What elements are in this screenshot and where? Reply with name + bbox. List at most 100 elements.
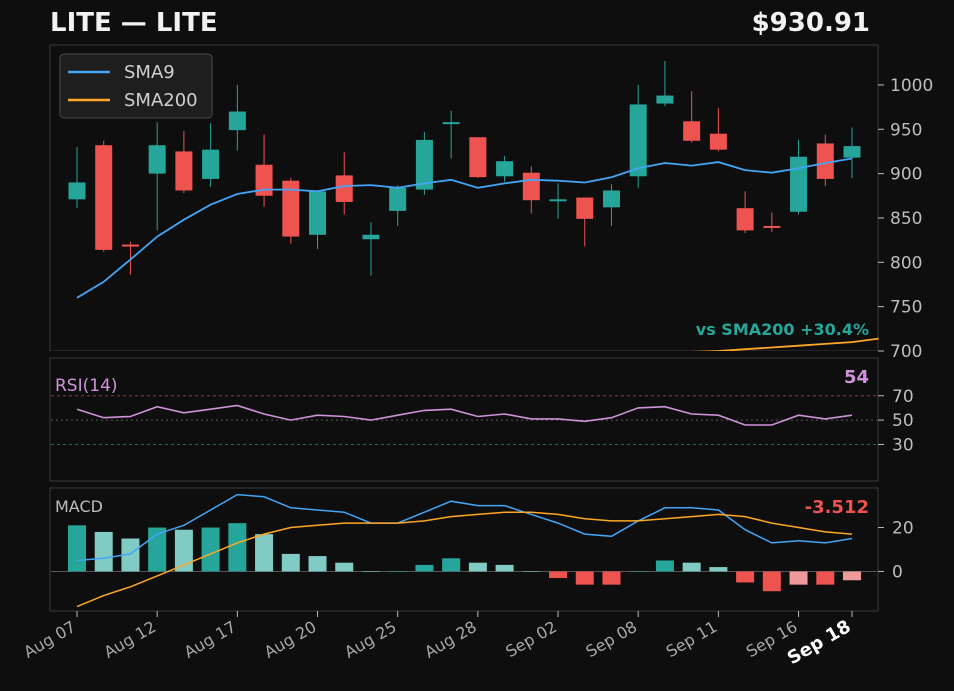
rsi-y-tick-label: 50 xyxy=(892,411,914,431)
candle-body xyxy=(763,225,781,228)
rsi-y-tick-label: 30 xyxy=(892,435,914,455)
rsi-label: RSI(14) xyxy=(55,376,118,396)
current-price: $930.91 xyxy=(751,8,870,38)
rsi-line xyxy=(76,404,853,426)
macd-histogram-bar xyxy=(762,571,781,592)
macd-histogram-bar xyxy=(94,531,113,572)
price-y-tick-label: 950 xyxy=(890,120,922,140)
macd-lines xyxy=(76,493,853,608)
macd-histogram-bar xyxy=(308,556,327,572)
macd-histogram-bar xyxy=(174,529,193,572)
x-tick-label: Sep 11 xyxy=(663,617,721,661)
price-panel-bottom-mask xyxy=(50,351,878,358)
candle-body xyxy=(175,151,193,191)
price-y-tick-label: 850 xyxy=(890,209,922,229)
candle-body xyxy=(389,187,407,211)
candle-body xyxy=(522,172,540,201)
macd-histogram-bar xyxy=(388,571,407,572)
vs-sma200-annotation: vs SMA200 +30.4% xyxy=(696,320,869,339)
rsi-panel-frame xyxy=(49,357,879,482)
x-axis: Aug 07 Aug 12 Aug 17 Aug 20 Aug 25 Aug 28 Sep … xyxy=(20,611,855,669)
macd-histogram-bar xyxy=(68,525,86,572)
candle-body xyxy=(282,180,300,237)
legend-box xyxy=(59,53,213,119)
candle-body xyxy=(335,175,353,202)
x-tick-label: Aug 12 xyxy=(101,617,160,662)
sma9-line xyxy=(76,157,853,299)
macd-histogram-bar xyxy=(228,523,247,572)
macd-histogram-bar xyxy=(361,571,380,572)
price-y-tick-label: 1000 xyxy=(890,76,933,96)
candle-body xyxy=(790,156,808,212)
macd-histogram-bar xyxy=(682,562,701,572)
x-tick-label: Aug 07 xyxy=(20,617,79,662)
macd-value: -3.512 xyxy=(805,497,869,518)
candle-body xyxy=(68,182,86,200)
macd-histogram-bar xyxy=(121,538,140,572)
candle-body xyxy=(549,199,567,202)
macd-y-tick-label: 20 xyxy=(892,519,914,539)
candle-body xyxy=(362,234,380,240)
rsi-line-group xyxy=(76,404,853,426)
x-tick-label: Aug 28 xyxy=(421,617,480,662)
macd-histogram-bar xyxy=(148,527,167,572)
candle-body xyxy=(736,208,754,231)
macd-histogram-bar xyxy=(255,534,274,572)
candle-body xyxy=(95,145,113,250)
price-y-axis: 700 750 800 850 900 950 1000 xyxy=(878,76,933,362)
macd-histogram-bar xyxy=(736,571,755,583)
rsi-y-tick-label: 70 xyxy=(892,387,914,407)
candle-body xyxy=(202,149,220,179)
macd-signal-line xyxy=(76,511,853,608)
candle-body xyxy=(496,161,514,177)
macd-histogram-bar xyxy=(522,571,541,572)
macd-histogram-bar xyxy=(602,571,621,585)
macd-histogram-bar xyxy=(549,571,568,579)
x-tick-label: Sep 02 xyxy=(502,617,560,661)
price-y-tick-label: 900 xyxy=(890,165,922,185)
candle-body xyxy=(683,121,701,141)
candle-body xyxy=(709,133,727,150)
candle-body xyxy=(228,111,246,131)
x-tick-label: Sep 08 xyxy=(583,617,641,661)
candle-body xyxy=(255,164,273,196)
macd-histogram-bar xyxy=(201,527,220,572)
chart-title: LITE — LITE xyxy=(50,8,218,38)
macd-histogram-bar xyxy=(655,560,674,572)
macd-histogram-bar xyxy=(415,564,434,572)
rsi-y-axis: 30 50 70 xyxy=(878,387,914,455)
macd-label: MACD xyxy=(55,497,103,516)
macd-histogram-bar xyxy=(816,571,835,585)
candle-body xyxy=(843,146,861,158)
macd-histogram-bar xyxy=(442,558,461,572)
candle-body xyxy=(148,145,166,174)
candle-body xyxy=(602,190,620,208)
macd-line xyxy=(76,493,853,562)
candles-group xyxy=(68,60,861,276)
legend-sma200-label: SMA200 xyxy=(124,90,198,111)
macd-histogram-bar xyxy=(789,571,808,585)
price-y-tick-label: 800 xyxy=(890,253,922,273)
candle-body xyxy=(415,139,433,190)
macd-y-axis: 0 20 xyxy=(878,519,914,582)
sma200-line xyxy=(691,337,879,353)
candle-body xyxy=(121,244,139,247)
legend: SMA9 SMA200 xyxy=(59,53,213,119)
macd-histogram-bar xyxy=(575,571,594,585)
macd-histogram-bar xyxy=(335,562,354,572)
price-y-tick-label: 750 xyxy=(890,298,922,318)
sma-lines xyxy=(50,157,879,358)
macd-histogram-bar xyxy=(495,564,514,572)
candle-body xyxy=(469,137,487,178)
macd-y-tick-label: 0 xyxy=(892,562,903,582)
macd-panel-frame xyxy=(49,487,879,612)
macd-histogram-bar xyxy=(629,571,648,572)
macd-histogram-bar xyxy=(709,567,728,572)
price-y-tick-label: 700 xyxy=(890,342,922,362)
macd-histogram-bar xyxy=(468,562,487,572)
x-tick-label: Aug 25 xyxy=(341,617,400,662)
macd-histogram-bar xyxy=(281,553,300,572)
macd-histogram-bar xyxy=(843,571,861,581)
x-tick-label: Aug 17 xyxy=(181,617,240,662)
